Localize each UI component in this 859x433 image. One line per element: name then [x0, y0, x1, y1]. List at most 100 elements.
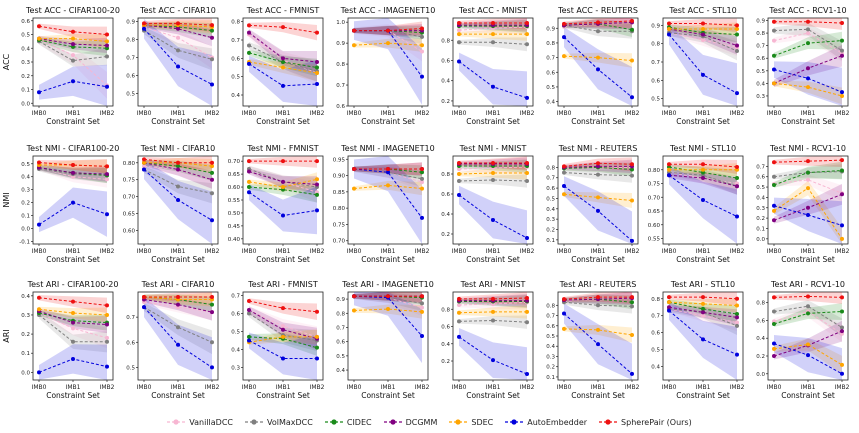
y-tick-label: 0.9	[756, 19, 765, 25]
series-point	[630, 332, 634, 337]
series-point	[806, 213, 810, 218]
series-point	[491, 21, 495, 26]
series-band	[354, 304, 422, 319]
series-point	[37, 160, 41, 165]
series-point	[840, 325, 844, 330]
y-tick-label: 0.7	[546, 56, 555, 62]
series-line	[773, 295, 843, 298]
series-line	[248, 24, 318, 34]
series-point	[806, 41, 810, 46]
series-point	[420, 180, 424, 185]
legend-label: AutoEmbedder	[527, 417, 588, 427]
subplot-1: Test ACC - CIFAR10 0.5 0.6 0.7 0.8 0.9 IMB0 IMB…	[126, 6, 219, 126]
series-line	[143, 301, 213, 313]
subplot-title: Test NMI - REUTERS	[558, 144, 638, 153]
series-point	[491, 296, 495, 301]
x-tick-label: IMB2	[625, 248, 640, 255]
series-band	[774, 161, 842, 188]
series-line	[143, 162, 213, 174]
series-point	[735, 27, 739, 31]
y-tick-label: 0.75	[333, 222, 346, 228]
series-point	[525, 21, 529, 26]
series-point	[806, 311, 810, 316]
y-tick-label: 0.8	[546, 303, 555, 309]
x-tick-label: IMB1	[66, 384, 81, 391]
series-band	[39, 187, 107, 237]
series-point	[806, 66, 810, 71]
series-line	[353, 308, 423, 313]
series-point	[772, 81, 776, 86]
series-point	[420, 305, 424, 310]
y-tick-label: 0.6	[231, 56, 240, 62]
series-band	[459, 52, 527, 106]
subplot-18: Test ARI - FMNIST 0.3 0.4 0.5 0.6 0.7 IMB0 IMB1…	[231, 280, 324, 400]
y-tick-label: 0.9	[651, 23, 660, 29]
y-tick-label: 0.2	[441, 232, 450, 238]
series-band	[774, 183, 842, 224]
series-point	[176, 64, 180, 69]
y-tick-label: 0.2	[546, 365, 555, 371]
series-band	[774, 174, 842, 202]
x-tick-label: IMB1	[696, 384, 711, 391]
series-point	[210, 170, 214, 175]
x-axis-label: Constraint Set	[361, 255, 415, 264]
y-tick-label: 0.70	[648, 195, 661, 201]
series-point	[352, 186, 356, 191]
legend-label: CIDEC	[346, 417, 372, 427]
x-axis-label: Constraint Set	[46, 117, 100, 126]
x-tick-label: IMB0	[557, 384, 572, 391]
series-point	[71, 42, 75, 47]
series-point	[142, 305, 146, 310]
legend-label: SDEC	[471, 417, 494, 427]
series-point	[281, 185, 285, 190]
x-tick-label: IMB2	[520, 384, 535, 391]
series-point	[701, 173, 705, 178]
series-point	[562, 184, 566, 189]
series-point	[247, 338, 251, 343]
series-line	[563, 162, 633, 167]
x-axis-label: Constraint Set	[466, 255, 520, 264]
x-tick-label: IMB2	[625, 110, 640, 117]
series-point	[420, 176, 424, 181]
series-line	[563, 165, 632, 168]
series-point	[806, 342, 810, 347]
series-band	[774, 61, 842, 106]
series-line	[669, 296, 738, 300]
x-tick-label: IMB0	[767, 110, 782, 117]
subplot-title: Test ARI - STL10	[670, 280, 735, 289]
subplot-title: Test NMI - RCV1-10	[769, 144, 846, 153]
series-point	[315, 65, 319, 70]
subplot-15: Test NMI - RCV1-10 0.0 0.1 0.2 0.3 0.4 0.5 0.6 0…	[756, 144, 849, 264]
series-line	[38, 40, 108, 62]
series-point	[105, 172, 109, 177]
y-tick-label: 0.80	[123, 161, 136, 167]
series-point	[281, 324, 285, 329]
series-line	[669, 23, 738, 26]
x-tick-label: IMB2	[835, 110, 850, 117]
series-point	[840, 295, 844, 300]
subplot-23: Test ARI - RCV1-10 0.0 0.2 0.4 0.6 0.8 IMB0 IMB…	[756, 280, 849, 400]
y-tick-label: 0.95	[333, 157, 346, 163]
series-band	[774, 44, 842, 87]
y-tick-label: 0.6	[441, 325, 450, 331]
series-point	[735, 184, 739, 189]
series-point	[491, 309, 495, 314]
y-tick-label: 0.6	[126, 340, 135, 346]
y-tick-label: 0.6	[126, 73, 135, 79]
y-tick-label: 0.2	[21, 74, 30, 80]
series-line	[563, 296, 632, 300]
series-line	[143, 30, 213, 60]
series-point	[210, 340, 214, 345]
series-point	[315, 71, 319, 75]
series-point	[667, 27, 671, 31]
series-point	[105, 32, 109, 37]
legend-label: VanillaDCC	[189, 417, 234, 427]
subplot-title: Test ACC - REUTERS	[557, 6, 638, 15]
series-point	[247, 23, 251, 28]
series-point	[701, 72, 705, 77]
subplot-5: Test ACC - REUTERS 0.4 0.5 0.6 0.7 0.8 0.9 IMB0…	[546, 6, 639, 126]
series-point	[457, 161, 461, 165]
x-tick-label: IMB2	[205, 248, 220, 255]
legend-item-volmaxdcc: VolMaxDCC	[245, 418, 313, 427]
series-band	[774, 18, 842, 30]
